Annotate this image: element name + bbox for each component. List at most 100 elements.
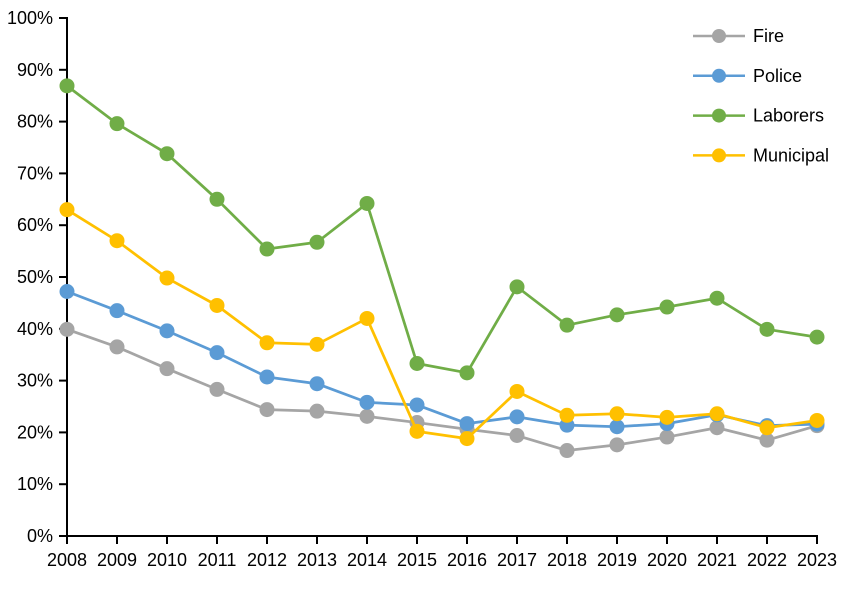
point-police-2015: [409, 397, 425, 413]
x-axis-tick-label: 2009: [97, 550, 137, 570]
x-axis-tick-label: 2018: [547, 550, 587, 570]
x-axis-tick-label: 2016: [447, 550, 487, 570]
point-municipal-2008: [59, 202, 75, 218]
series-municipal: [59, 202, 825, 447]
series-line-municipal: [65, 208, 819, 440]
legend-label-fire: Fire: [753, 26, 784, 46]
point-police-2011: [209, 345, 225, 361]
series-line-police: [65, 290, 819, 429]
point-municipal-2018: [559, 407, 575, 423]
point-fire-2017: [509, 428, 525, 444]
series-police: [59, 284, 825, 435]
point-laborers-2013: [309, 234, 325, 250]
point-laborers-2010: [159, 146, 175, 162]
x-axis-tick-label: 2020: [647, 550, 687, 570]
legend: Fire Police Laborers Municipal: [693, 26, 829, 165]
point-fire-2012: [259, 402, 275, 418]
point-municipal-2010: [159, 270, 175, 286]
point-municipal-2011: [209, 297, 225, 313]
point-municipal-2012: [259, 335, 275, 351]
x-axis-tick-label: 2019: [597, 550, 637, 570]
point-municipal-2014: [359, 310, 375, 326]
x-axis-tick-label: 2008: [47, 550, 87, 570]
point-fire-2010: [159, 361, 175, 377]
y-axis-tick-label: 70%: [17, 163, 53, 183]
y-axis: 0% 10% 20% 30% 40% 50% 60% 70% 80% 90% 100%: [7, 8, 68, 546]
point-laborers-2015: [409, 356, 425, 372]
legend-item-laborers: Laborers: [693, 106, 824, 126]
y-axis-tick-label: 30%: [17, 371, 53, 391]
point-laborers-2019: [609, 307, 625, 323]
point-municipal-2023: [809, 412, 825, 428]
point-police-2017: [509, 409, 525, 425]
legend-marker-dot-police: [712, 68, 726, 83]
point-laborers-2017: [509, 279, 525, 295]
y-axis-tick-label: 40%: [17, 319, 53, 339]
x-axis-tick-label: 2015: [397, 550, 437, 570]
x-axis-tick-label: 2021: [697, 550, 737, 570]
point-municipal-2017: [509, 383, 525, 399]
point-fire-2013: [309, 403, 325, 419]
y-axis-tick-label: 60%: [17, 215, 53, 235]
x-axis-tick-label: 2012: [247, 550, 287, 570]
x-axis-tick-label: 2023: [797, 550, 837, 570]
point-laborers-2021: [709, 290, 725, 306]
point-fire-2011: [209, 381, 225, 397]
point-laborers-2018: [559, 317, 575, 333]
point-municipal-2009: [109, 233, 125, 249]
x-axis-tick-label: 2010: [147, 550, 187, 570]
series-fire: [59, 321, 825, 459]
x-axis-tick-label: 2013: [297, 550, 337, 570]
point-municipal-2015: [409, 423, 425, 439]
x-axis: 2008 2009 2010 2011 2012 2013 2014 2015 2016 2017…: [47, 535, 837, 570]
point-fire-2018: [559, 443, 575, 459]
y-axis-tick-label: 100%: [7, 8, 53, 28]
y-axis-tick-label: 50%: [17, 267, 53, 287]
legend-item-police: Police: [693, 66, 802, 86]
point-police-2014: [359, 394, 375, 410]
series-line-laborers: [65, 84, 819, 375]
point-police-2016: [459, 416, 475, 432]
legend-marker-dot-laborers: [712, 108, 726, 123]
x-axis-tick-label: 2011: [198, 550, 237, 570]
point-police-2012: [259, 369, 275, 385]
point-municipal-2021: [709, 406, 725, 422]
point-laborers-2011: [209, 191, 225, 207]
point-fire-2021: [709, 420, 725, 436]
y-axis-tick-label: 80%: [17, 112, 53, 132]
point-fire-2008: [59, 321, 75, 337]
point-laborers-2023: [809, 329, 825, 345]
point-fire-2014: [359, 408, 375, 424]
point-police-2019: [609, 419, 625, 435]
y-axis-tick-label: 20%: [17, 422, 53, 442]
point-municipal-2020: [659, 409, 675, 425]
series-laborers: [59, 78, 825, 381]
point-police-2010: [159, 323, 175, 339]
legend-item-municipal: Municipal: [693, 145, 829, 165]
point-police-2008: [59, 284, 75, 300]
point-laborers-2014: [359, 195, 375, 211]
legend-marker-dot-municipal: [712, 148, 726, 163]
point-laborers-2012: [259, 241, 275, 257]
legend-label-municipal: Municipal: [753, 145, 829, 165]
point-municipal-2016: [459, 431, 475, 447]
legend-item-fire: Fire: [693, 26, 784, 46]
point-laborers-2016: [459, 365, 475, 381]
point-fire-2019: [609, 437, 625, 453]
legend-label-laborers: Laborers: [753, 106, 824, 126]
point-municipal-2022: [759, 420, 775, 436]
point-laborers-2020: [659, 299, 675, 315]
x-axis-tick-label: 2022: [747, 550, 787, 570]
point-police-2009: [109, 303, 125, 319]
point-police-2013: [309, 376, 325, 392]
point-municipal-2013: [309, 336, 325, 352]
point-laborers-2009: [109, 116, 125, 132]
point-fire-2009: [109, 339, 125, 355]
point-fire-2020: [659, 429, 675, 445]
legend-marker-dot-fire: [712, 29, 726, 43]
point-fire-2022: [759, 432, 775, 448]
point-laborers-2022: [759, 321, 775, 337]
point-laborers-2008: [59, 78, 75, 94]
